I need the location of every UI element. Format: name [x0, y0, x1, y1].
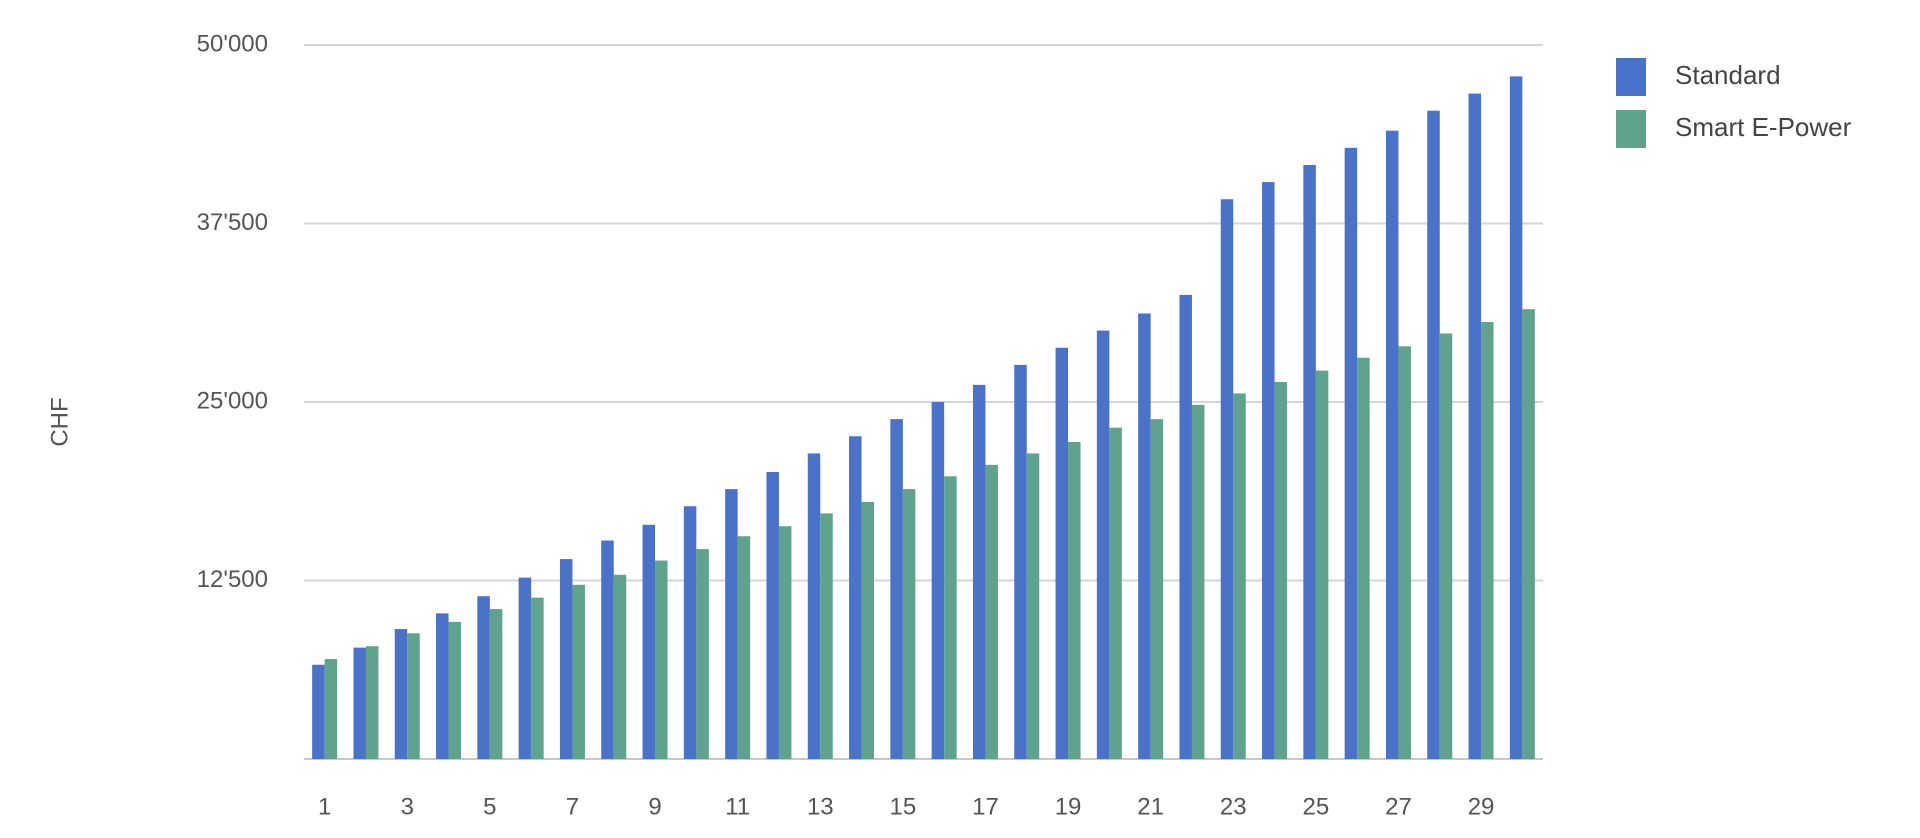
legend: Standard Smart E-Power — [1616, 58, 1852, 148]
bar — [613, 574, 627, 759]
bar — [1096, 330, 1110, 759]
x-tick-label: 9 — [648, 793, 661, 820]
bar — [902, 489, 916, 759]
bar — [972, 384, 986, 759]
bar — [601, 540, 614, 759]
bar — [849, 436, 862, 759]
bar — [1481, 322, 1494, 759]
bar — [1357, 357, 1370, 759]
bar — [1109, 427, 1122, 759]
y-tick-label: 25'000 — [197, 387, 268, 414]
x-tick-label: 27 — [1385, 793, 1412, 820]
bar — [890, 419, 903, 759]
y-axis-label: CHF — [46, 397, 73, 446]
x-tick-label: 25 — [1302, 793, 1329, 820]
bar — [436, 613, 449, 759]
bar — [683, 506, 697, 759]
x-tick-label: 5 — [483, 793, 496, 820]
x-tick-label: 23 — [1220, 793, 1247, 820]
bar — [778, 526, 792, 759]
bar — [696, 549, 709, 759]
bar — [572, 584, 585, 759]
y-tick-label: 12'500 — [197, 566, 268, 593]
y-tick-label: 37'500 — [197, 209, 268, 236]
legend-label: Smart E-Power — [1675, 112, 1852, 142]
bar — [1014, 364, 1027, 759]
bar — [1315, 370, 1329, 759]
bar — [737, 536, 751, 759]
bar — [1468, 93, 1482, 759]
bar — [1427, 110, 1440, 760]
bar — [1439, 333, 1453, 759]
bar — [407, 633, 420, 759]
bar — [1344, 147, 1358, 760]
bar — [1398, 346, 1411, 759]
bar — [1179, 294, 1192, 759]
bar — [766, 471, 779, 759]
x-tick-label: 1 — [318, 793, 331, 820]
legend-swatch — [1616, 110, 1646, 148]
x-tick-label: 21 — [1137, 793, 1164, 820]
bar — [1220, 199, 1234, 759]
bar — [655, 560, 668, 759]
bar — [931, 402, 945, 759]
bar — [531, 597, 544, 759]
bar — [1191, 404, 1205, 759]
bar — [394, 629, 408, 759]
bar — [807, 453, 821, 759]
x-tick-label: 11 — [725, 793, 750, 820]
bar — [820, 513, 833, 759]
bar — [365, 646, 379, 759]
bar — [1138, 313, 1151, 759]
bar — [1509, 76, 1523, 759]
y-tick-label: 50'000 — [197, 30, 268, 57]
bar — [1233, 393, 1246, 759]
x-tick-label: 15 — [889, 793, 916, 820]
x-tick-label: 13 — [807, 793, 834, 820]
x-tick-label: 17 — [972, 793, 999, 820]
bar — [353, 647, 366, 759]
bar — [1026, 453, 1040, 759]
legend-swatch — [1616, 58, 1646, 96]
x-tick-label: 19 — [1055, 793, 1082, 820]
bar — [1150, 419, 1164, 759]
bar — [559, 559, 573, 759]
bar — [861, 501, 875, 759]
bar — [448, 621, 462, 759]
bar — [985, 464, 998, 759]
x-tick-label: 7 — [566, 793, 579, 820]
x-tick-label: 29 — [1468, 793, 1495, 820]
bar — [1303, 164, 1316, 759]
bar — [725, 489, 738, 759]
bar — [944, 476, 957, 759]
legend-label: Standard — [1675, 60, 1781, 90]
bar — [1262, 182, 1275, 759]
bar — [642, 524, 656, 759]
bar — [489, 609, 503, 759]
bar — [1274, 382, 1288, 759]
bar — [1522, 309, 1535, 759]
bar — [324, 659, 338, 759]
x-tick-label: 3 — [401, 793, 414, 820]
bar — [518, 577, 532, 759]
bar — [1068, 441, 1081, 759]
bar — [1385, 130, 1399, 759]
bar — [312, 664, 325, 759]
bar — [477, 596, 490, 759]
bar — [1055, 347, 1069, 759]
